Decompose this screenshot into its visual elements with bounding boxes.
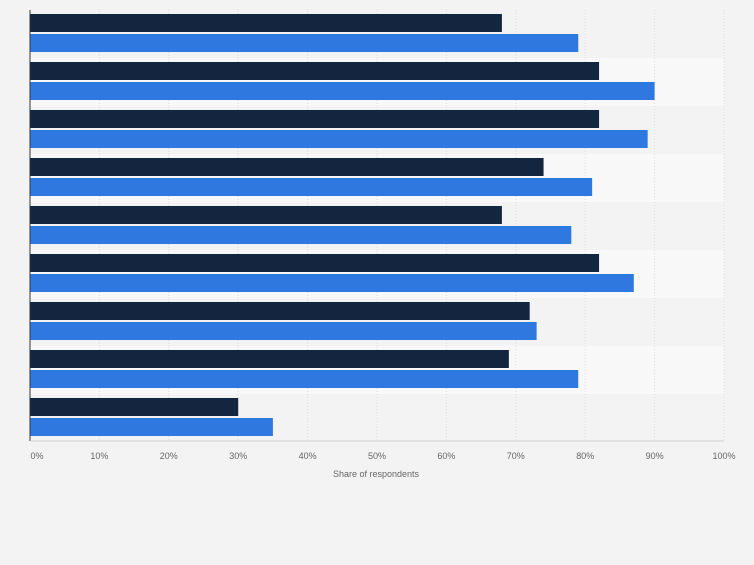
x-tick-label-10: 100% (712, 451, 735, 461)
bar-row4-series1 (30, 158, 544, 176)
x-axis-title: Share of respondents (333, 469, 420, 479)
x-tick-labels: 0% 10% 20% 30% 40% 50% 60% 70% 80% 90% 100% (30, 451, 735, 461)
axis-layer (29, 10, 724, 442)
x-tick-label-7: 70% (507, 451, 525, 461)
x-tick-label-3: 30% (229, 451, 247, 461)
bar-row9-series2 (30, 418, 273, 436)
bar-row6-series2 (30, 274, 634, 292)
x-tick-label-5: 50% (368, 451, 386, 461)
bar-row1-series2 (30, 34, 579, 52)
bar-row5-series1 (30, 206, 502, 224)
bar-row6-series1 (30, 254, 600, 272)
x-tick-label-1: 10% (90, 451, 108, 461)
bar-row7-series2 (30, 322, 537, 340)
bars-layer (30, 14, 655, 436)
bar-row2-series1 (30, 62, 600, 80)
x-tick-label-9: 90% (646, 451, 664, 461)
x-tick-label-0: 0% (30, 451, 43, 461)
bar-row8-series1 (30, 350, 509, 368)
bar-row5-series2 (30, 226, 572, 244)
bar-row8-series2 (30, 370, 579, 388)
x-tick-label-8: 80% (576, 451, 594, 461)
x-tick-label-4: 40% (299, 451, 317, 461)
bar-row3-series1 (30, 110, 600, 128)
x-tick-label-6: 60% (437, 451, 455, 461)
bar-row7-series1 (30, 302, 530, 320)
bar-row2-series2 (30, 82, 655, 100)
bar-row1-series1 (30, 14, 502, 32)
x-tick-label-2: 20% (160, 451, 178, 461)
bar-row3-series2 (30, 130, 648, 148)
bar-row4-series2 (30, 178, 593, 196)
bar-row9-series1 (30, 398, 239, 416)
